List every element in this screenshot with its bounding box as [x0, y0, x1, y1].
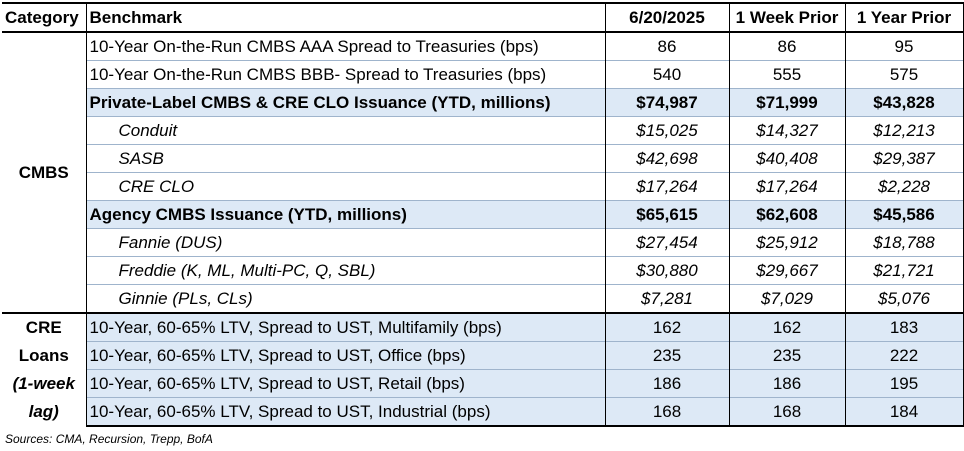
value-cell: 575	[844, 60, 964, 89]
value-cell: 195	[844, 369, 964, 398]
value-cell: 186	[604, 369, 729, 398]
table-row-sub: SASB $42,698 $40,408 $29,387	[2, 144, 964, 173]
table-row-total: Private-Label CMBS & CRE CLO Issuance (Y…	[2, 88, 964, 117]
benchmark-cell: 10-Year On-the-Run CMBS AAA Spread to Tr…	[85, 32, 605, 61]
value-cell: 86	[728, 32, 845, 61]
source-note: Sources: CMA, Recursion, Trepp, BofA	[5, 432, 213, 446]
benchmark-cell: CRE CLO	[85, 172, 605, 201]
table-row-sub: Freddie (K, ML, Multi-PC, Q, SBL) $30,88…	[2, 256, 964, 285]
value-cell: $15,025	[604, 116, 729, 145]
value-cell: 235	[728, 341, 845, 370]
benchmark-cell: 10-Year, 60-65% LTV, Spread to UST, Reta…	[85, 369, 605, 398]
category-cre-loans: CRE Loans (1-week lag)	[2, 312, 86, 426]
header-benchmark: Benchmark	[85, 2, 605, 33]
value-cell: 95	[844, 32, 964, 61]
value-cell: $14,327	[728, 116, 845, 145]
value-cell: $29,667	[728, 256, 845, 285]
value-cell: $17,264	[728, 172, 845, 201]
value-cell: $42,698	[604, 144, 729, 173]
table-row: 10-Year, 60-65% LTV, Spread to UST, Reta…	[2, 369, 964, 398]
value-cell: $2,228	[844, 172, 964, 201]
benchmark-cell: 10-Year, 60-65% LTV, Spread to UST, Mult…	[85, 312, 605, 342]
benchmark-cell: SASB	[85, 144, 605, 173]
header-date: 6/20/2025	[604, 2, 729, 33]
value-cell: $74,987	[604, 88, 729, 117]
value-cell: 162	[604, 312, 729, 342]
benchmark-cell: 10-Year On-the-Run CMBS BBB- Spread to T…	[85, 60, 605, 89]
header-week-prior: 1 Week Prior	[728, 2, 845, 33]
value-cell: $5,076	[844, 284, 964, 313]
table-row: CRE Loans (1-week lag) 10-Year, 60-65% L…	[2, 312, 964, 426]
table-row-sub: Ginnie (PLs, CLs) $7,281 $7,029 $5,076	[2, 284, 964, 313]
table-row-sub: Fannie (DUS) $27,454 $25,912 $18,788	[2, 228, 964, 257]
value-cell: 183	[844, 312, 964, 342]
value-cell: $65,615	[604, 200, 729, 229]
category-line: CRE	[25, 318, 62, 337]
value-cell: 168	[728, 397, 845, 427]
table-row-sub: Conduit $15,025 $14,327 $12,213	[2, 116, 964, 145]
table-row: 10-Year, 60-65% LTV, Spread to UST, Indu…	[2, 397, 964, 427]
benchmark-cell: Ginnie (PLs, CLs)	[85, 284, 605, 313]
value-cell: $27,454	[604, 228, 729, 257]
value-cell: $45,586	[844, 200, 964, 229]
category-cmbs: CMBS	[18, 162, 69, 182]
value-cell: 222	[844, 341, 964, 370]
value-cell: $43,828	[844, 88, 964, 117]
value-cell: 540	[604, 60, 729, 89]
value-cell: $62,608	[728, 200, 845, 229]
table-row: 10-Year, 60-65% LTV, Spread to UST, Offi…	[2, 341, 964, 370]
category-line: (1-week	[12, 374, 75, 393]
value-cell: 186	[728, 369, 845, 398]
value-cell: 168	[604, 397, 729, 427]
table-row-sub: CRE CLO $17,264 $17,264 $2,228	[2, 172, 964, 201]
value-cell: 184	[844, 397, 964, 427]
value-cell: $30,880	[604, 256, 729, 285]
table-row-total: Agency CMBS Issuance (YTD, millions) $65…	[2, 200, 964, 229]
benchmark-cell: 10-Year, 60-65% LTV, Spread to UST, Indu…	[85, 397, 605, 427]
header-category: Category	[2, 2, 86, 33]
value-cell: $17,264	[604, 172, 729, 201]
value-cell: 235	[604, 341, 729, 370]
benchmark-table: Category Benchmark 6/20/2025 1 Week Prio…	[2, 2, 964, 427]
header-year-prior: 1 Year Prior	[844, 2, 964, 33]
value-cell: $21,721	[844, 256, 964, 285]
benchmark-cell: Fannie (DUS)	[85, 228, 605, 257]
value-cell: $25,912	[728, 228, 845, 257]
value-cell: $29,387	[844, 144, 964, 173]
value-cell: 86	[604, 32, 729, 61]
value-cell: $18,788	[844, 228, 964, 257]
benchmark-cell: 10-Year, 60-65% LTV, Spread to UST, Offi…	[85, 341, 605, 370]
value-cell: $71,999	[728, 88, 845, 117]
value-cell: 555	[728, 60, 845, 89]
value-cell: $40,408	[728, 144, 845, 173]
benchmark-cell: Conduit	[85, 116, 605, 145]
benchmark-cell: Agency CMBS Issuance (YTD, millions)	[85, 200, 605, 229]
value-cell: $7,281	[604, 284, 729, 313]
table-row: CMBS 10-Year On-the-Run CMBS AAA Spread …	[2, 32, 964, 182]
value-cell: $7,029	[728, 284, 845, 313]
benchmark-cell: Freddie (K, ML, Multi-PC, Q, SBL)	[85, 256, 605, 285]
value-cell: 162	[728, 312, 845, 342]
category-line: Loans	[18, 346, 69, 365]
value-cell: $12,213	[844, 116, 964, 145]
header-row: Category Benchmark 6/20/2025 1 Week Prio…	[2, 2, 964, 33]
category-line: lag)	[28, 402, 59, 421]
table-row: 10-Year On-the-Run CMBS BBB- Spread to T…	[2, 60, 964, 89]
benchmark-cell: Private-Label CMBS & CRE CLO Issuance (Y…	[85, 88, 605, 117]
